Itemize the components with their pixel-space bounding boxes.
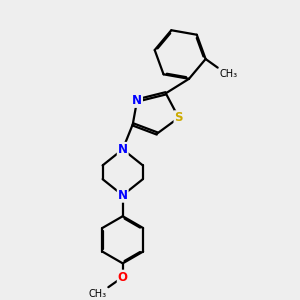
Text: N: N — [118, 189, 128, 202]
Text: N: N — [118, 143, 128, 156]
Text: N: N — [132, 94, 142, 107]
Text: CH₃: CH₃ — [220, 69, 238, 79]
Text: O: O — [118, 271, 128, 284]
Text: S: S — [175, 111, 183, 124]
Text: CH₃: CH₃ — [88, 289, 106, 298]
